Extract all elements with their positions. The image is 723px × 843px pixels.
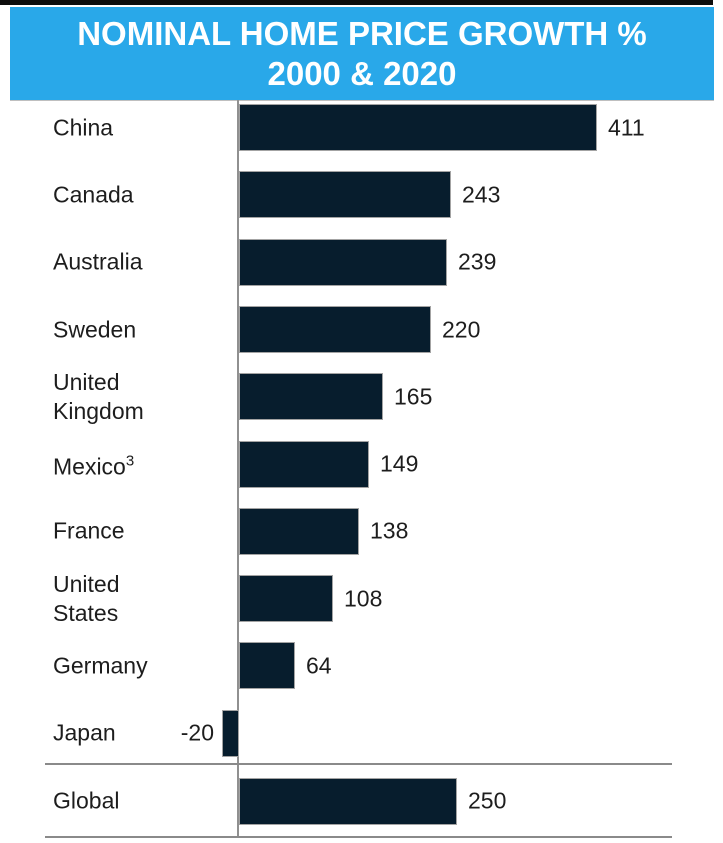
category-label: Canada <box>53 181 134 208</box>
chart-row: United States 108 <box>0 565 723 632</box>
value-label: 220 <box>442 316 481 343</box>
bar <box>239 778 457 825</box>
chart-title-line2: 2000 & 2020 <box>267 55 457 92</box>
bar <box>239 104 597 151</box>
value-label: 138 <box>370 517 409 544</box>
category-label: Sweden <box>53 316 137 343</box>
chart-title-line1: NOMINAL HOME PRICE GROWTH % <box>77 15 647 52</box>
category-label: Global <box>53 787 120 813</box>
bar <box>239 373 383 421</box>
chart-row: France 138 <box>0 498 723 565</box>
chart-row: Mexico3 149 <box>0 431 723 498</box>
value-label: 64 <box>306 652 332 679</box>
bar <box>239 440 369 488</box>
bar <box>239 238 447 286</box>
bar <box>222 709 239 757</box>
category-label: Japan <box>53 719 116 746</box>
footnote-marker: 3 <box>125 452 135 470</box>
category-label: Mexico3 <box>53 452 135 480</box>
chart-row: Australia 239 <box>0 229 723 296</box>
chart-row: Germany 64 <box>0 632 723 699</box>
summary-row: Global 250 <box>0 763 723 838</box>
value-label: 149 <box>380 450 419 477</box>
chart-title: NOMINAL HOME PRICE GROWTH % 2000 & 2020 <box>10 7 714 100</box>
value-label: 243 <box>462 181 501 208</box>
bar <box>239 507 359 555</box>
chart-row: Sweden 220 <box>0 296 723 363</box>
category-label: United States <box>53 570 120 626</box>
chart-row: Canada 243 <box>0 161 723 228</box>
chart-bottom-line <box>45 836 672 838</box>
value-label: 108 <box>344 585 383 612</box>
category-label: France <box>53 517 125 544</box>
summary-separator-line <box>45 763 672 765</box>
value-label: 411 <box>608 114 645 141</box>
category-label: United Kingdom <box>53 368 144 424</box>
y-axis-line <box>237 100 239 838</box>
value-label: 239 <box>458 248 497 275</box>
value-label: 165 <box>394 383 433 410</box>
value-label: 250 <box>468 787 507 813</box>
bar <box>239 642 295 690</box>
category-label: China <box>53 114 114 141</box>
value-label: -20 <box>180 719 214 746</box>
category-label: Germany <box>53 652 148 679</box>
bar <box>239 575 333 623</box>
top-border-strip <box>0 0 713 5</box>
chart-row: China 411 <box>0 94 723 161</box>
bar <box>239 171 451 219</box>
chart-row: United Kingdom 165 <box>0 363 723 430</box>
bar <box>239 305 431 353</box>
chart-row: Japan -20 <box>0 700 723 767</box>
category-label: Australia <box>53 248 143 275</box>
